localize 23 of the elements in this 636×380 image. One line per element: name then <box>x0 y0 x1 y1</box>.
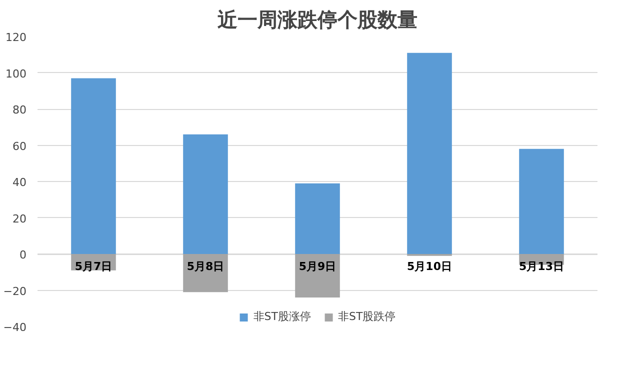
chart-title: 近一周涨跌停个股数量 <box>216 8 418 32</box>
y-tick-label: 120 <box>6 31 27 44</box>
bar <box>295 254 340 298</box>
bar <box>519 148 564 254</box>
y-tick-label: −20 <box>3 284 27 298</box>
bar <box>71 78 116 254</box>
y-tick-label: 80 <box>12 104 27 116</box>
y-tick-label: 0 <box>20 248 26 262</box>
y-tick-label: 100 <box>6 67 27 80</box>
bar <box>183 134 228 254</box>
x-tick-label: 5月13日 <box>519 260 564 273</box>
legend-label: 非ST股跌停 <box>338 309 396 324</box>
y-tick-label: −40 <box>3 321 27 334</box>
y-tick-label: 20 <box>12 212 27 226</box>
x-tick-label: 5月10日 <box>407 260 452 273</box>
x-tick-label: 5月9日 <box>298 260 336 273</box>
bar <box>295 183 340 254</box>
x-tick-label: 5月7日 <box>74 260 112 273</box>
y-tick-label: 40 <box>12 176 27 189</box>
x-tick-label: 5月8日 <box>186 260 224 273</box>
bar <box>407 52 452 254</box>
legend-label: 非ST股涨停 <box>253 309 311 324</box>
y-tick-label: 60 <box>12 140 27 153</box>
